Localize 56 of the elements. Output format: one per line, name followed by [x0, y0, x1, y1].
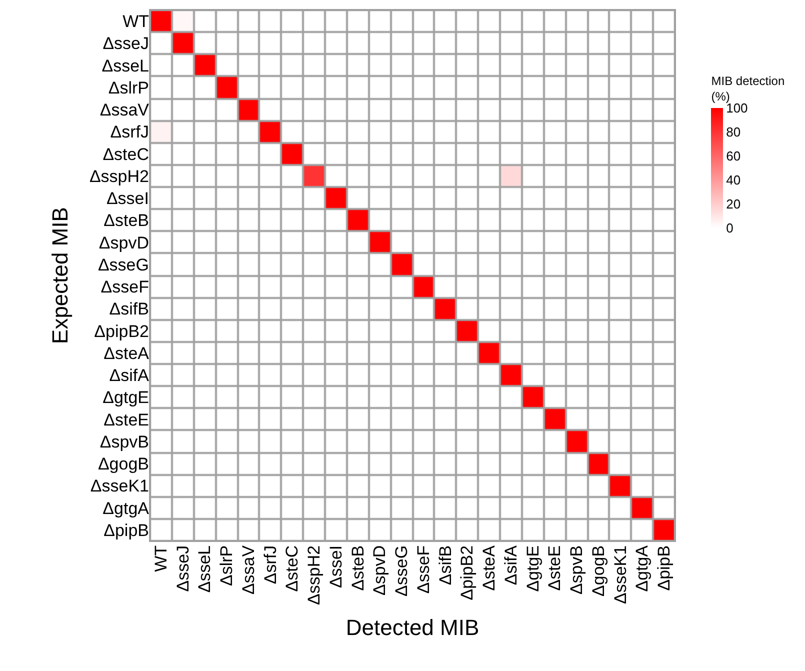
y-tick-label: ΔssaV: [100, 100, 150, 120]
y-tick-label: ΔsifB: [109, 300, 149, 319]
color-bar-label: 60: [726, 148, 741, 164]
x-tick-label: ΔgtgE: [523, 545, 542, 592]
y-tick-label: ΔsseK1: [90, 476, 149, 496]
x-tick-label: ΔgogB: [588, 545, 608, 596]
color-bar-label: 0: [726, 220, 734, 236]
y-tick-label: ΔsteA: [104, 344, 150, 363]
y-tick-label: ΔgtgA: [102, 498, 150, 518]
x-tick-label: ΔsspH2: [304, 545, 324, 605]
y-tick-label: ΔsseL: [102, 56, 149, 76]
x-tick-label: ΔsseG: [392, 545, 412, 596]
x-tick-label: ΔssaV: [238, 544, 258, 595]
y-tick-label: ΔslrP: [108, 78, 149, 98]
x-tick-label: ΔslrP: [217, 545, 236, 586]
y-tick-label: ΔsifA: [109, 366, 150, 386]
y-tick-label: ΔspvB: [100, 432, 149, 452]
y-tick-label: ΔsspH2: [89, 166, 149, 186]
y-tick-label: ΔpipB: [104, 520, 149, 540]
y-tick-label: ΔsteB: [104, 211, 149, 230]
x-tick-label: ΔpipB2: [458, 545, 477, 600]
color-bar-title: MIB detection (%): [711, 74, 785, 104]
x-tick-label: ΔpipB: [654, 545, 674, 591]
x-tick-label: ΔsteA: [480, 544, 499, 591]
y-tick-label: ΔgtgE: [102, 388, 149, 408]
color-bar-label: 80: [726, 124, 741, 140]
y-tick-label: ΔsseJ: [102, 34, 149, 54]
x-tick-label: ΔsseL: [195, 545, 214, 593]
y-tick-label: ΔsteC: [102, 144, 149, 164]
y-tick-label: ΔsseF: [100, 278, 149, 297]
x-tick-label: ΔspvD: [370, 545, 390, 596]
x-tick-label: ΔsseI: [326, 545, 346, 588]
x-tick-label: ΔsteE: [545, 545, 564, 591]
x-tick-label: ΔsseF: [414, 545, 433, 594]
color-bar-label: 20: [726, 196, 741, 212]
x-tick-label: ΔgtgA: [632, 544, 652, 592]
x-tick-label: ΔsifB: [436, 545, 455, 586]
y-tick-label: ΔgogB: [98, 454, 149, 474]
y-axis-title: Expected MIB: [47, 207, 72, 344]
x-tick-label: ΔsteB: [348, 545, 368, 591]
y-tick-label: ΔspvD: [98, 233, 149, 252]
x-tick-label: ΔsseJ: [173, 545, 192, 592]
x-tick-label: ΔsteC: [282, 545, 302, 592]
x-tick-label: ΔsrfJ: [260, 545, 280, 584]
color-bar-label: 40: [726, 172, 741, 188]
x-axis-title: Detected MIB: [346, 614, 480, 640]
x-tick-label: ΔsseK1: [610, 545, 630, 604]
y-tick-label: ΔpipB2: [94, 322, 149, 341]
x-tick-label: WT: [151, 545, 170, 572]
y-tick-label: ΔsrfJ: [110, 122, 149, 142]
y-tick-label: ΔsteE: [104, 410, 149, 430]
y-tick-label: ΔsseI: [106, 189, 149, 208]
y-tick-label: WT: [122, 12, 149, 32]
x-tick-label: ΔsifA: [501, 544, 520, 586]
x-tick-label: ΔspvB: [567, 545, 586, 595]
y-tick-label: ΔsseG: [98, 255, 149, 274]
